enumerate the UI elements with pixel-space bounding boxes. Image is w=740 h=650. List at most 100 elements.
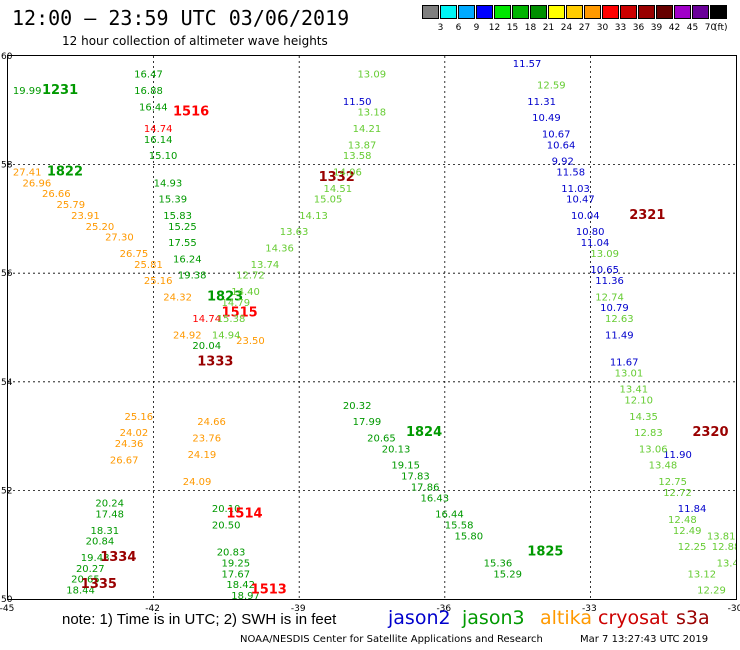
wave-height-point: 11.83 <box>508 56 537 59</box>
wave-height-point: 20.04 <box>192 341 221 352</box>
wave-height-point: 13.74 <box>251 260 280 271</box>
wave-height-point: 15.38 <box>217 314 246 325</box>
pass-id-label: 1515 <box>222 306 258 321</box>
legend-label: 33 <box>614 23 627 33</box>
chart-subtitle: 12 hour collection of altimeter wave hei… <box>62 34 328 48</box>
wave-height-point: 25.16 <box>144 276 173 287</box>
wave-height-point: 24.36 <box>115 439 144 450</box>
legend-label: 3 <box>437 23 444 33</box>
wave-height-point: 27.30 <box>105 233 134 244</box>
wave-height-point: 14.94 <box>212 330 241 341</box>
legend-swatch <box>638 5 655 19</box>
pass-id-label: 1334 <box>100 550 136 565</box>
wave-height-point: 13.87 <box>348 140 377 151</box>
wave-height-point: 17.83 <box>401 472 430 483</box>
wave-height-point: 13.09 <box>590 249 619 260</box>
wave-height-point: 25.16 <box>124 412 153 423</box>
wave-height-point: 12.88 <box>712 542 736 553</box>
wave-height-point: 13.48 <box>649 461 678 472</box>
wave-height-point: 19.15 <box>391 461 420 472</box>
wave-height-point: 15.25 <box>168 222 197 233</box>
legend-label: 9 <box>473 23 480 33</box>
legend-swatch <box>584 5 601 19</box>
wave-height-point: 15.05 <box>314 195 343 206</box>
legend-swatch <box>476 5 493 19</box>
wave-height-point: 11.58 <box>556 167 585 178</box>
wave-height-point: 10.64 <box>547 140 576 151</box>
legend-label: 24 <box>560 23 573 33</box>
wave-height-point: 20.13 <box>382 444 411 455</box>
wave-height-point: 20.32 <box>343 401 372 412</box>
pass-id-label: 1231 <box>42 83 78 98</box>
wave-height-point: 17.86 <box>411 482 440 493</box>
wave-height-point: 14.74 <box>192 314 221 325</box>
wave-height-point: 10.79 <box>600 303 629 314</box>
wave-height-point: 14.51 <box>323 184 352 195</box>
wave-height-point: 15.58 <box>445 520 474 531</box>
wave-height-point: 16.47 <box>134 70 163 81</box>
wave-height-point: 11.49 <box>605 330 634 341</box>
wave-height-point: 10.04 <box>571 211 600 222</box>
wave-height-point: 12.49 <box>673 526 702 537</box>
wave-height-point: 23.91 <box>71 211 100 222</box>
satellite-cryosat: cryosat <box>598 607 669 629</box>
wave-height-point: 9.92 <box>552 157 574 168</box>
wave-height-point: 15.10 <box>149 151 178 162</box>
wave-height-point: 14.40 <box>231 287 260 298</box>
satellite-jason3: jason3 <box>462 607 525 629</box>
legend-swatch <box>440 5 457 19</box>
wave-height-point: 11.67 <box>610 358 639 369</box>
legend-swatch <box>602 5 619 19</box>
wave-height-point: 27.41 <box>13 167 42 178</box>
wave-height-point: 17.67 <box>222 569 251 580</box>
pass-id-label: 1333 <box>197 355 233 370</box>
legend-label: 27 <box>578 23 591 33</box>
satellite-jason2: jason2 <box>388 607 451 629</box>
wave-height-point: 25.79 <box>57 200 86 211</box>
legend-label: 45 <box>686 23 699 33</box>
wave-height-point: 14.74 <box>144 124 173 135</box>
wave-height-point: 11.50 <box>343 97 372 108</box>
pass-id-label: 1332 <box>319 170 355 185</box>
legend-swatch <box>512 5 529 19</box>
chart-svg: 10.75 11.50 11.8311.57 11.31 10.49 10.6710.64… <box>8 56 736 599</box>
legend-unit: (ft) <box>714 23 728 33</box>
wave-height-point: 10.75 <box>338 56 367 59</box>
legend-label: 39 <box>650 23 663 33</box>
wave-height-point: 16.88 <box>134 86 163 97</box>
legend-label: 36 <box>632 23 645 33</box>
wave-height-point: 13.41 <box>620 385 649 396</box>
wave-height-point: 15.83 <box>163 211 192 222</box>
wave-height-point: 15.29 <box>493 569 522 580</box>
wave-height-point: 19.25 <box>222 558 251 569</box>
x-tick-label: -45 <box>0 604 14 614</box>
wave-height-point: 15.80 <box>455 531 484 542</box>
satellite-s3a: s3a <box>676 607 710 629</box>
wave-height-point: 20.24 <box>95 499 124 510</box>
legend-label: 30 <box>596 23 609 33</box>
wave-height-point: 12.25 <box>678 542 707 553</box>
wave-height-point: 16.14 <box>144 135 173 146</box>
pass-id-label: 1514 <box>226 507 262 522</box>
wave-height-point: 13.12 <box>687 569 716 580</box>
wave-height-point: 12.10 <box>624 396 653 407</box>
wave-height-point: 13.47 <box>717 558 736 569</box>
wave-height-point: 10.65 <box>590 265 619 276</box>
satellite-altika: altika <box>540 607 592 629</box>
wave-height-point: 26.66 <box>42 189 71 200</box>
wave-height-point: 24.19 <box>188 450 217 461</box>
wave-height-point: 14.93 <box>154 178 183 189</box>
wave-height-point: 24.02 <box>120 428 149 439</box>
wave-height-point: 11.84 <box>678 504 707 515</box>
legend-label: 6 <box>455 23 462 33</box>
wave-height-point: 13.81 <box>707 531 736 542</box>
wave-height-point: 24.92 <box>173 330 202 341</box>
wave-height-point: 12.75 <box>658 477 687 488</box>
wave-height-point: 14.36 <box>265 243 294 254</box>
wave-height-point: 12.74 <box>595 292 624 303</box>
timestamp: Mar 7 13:27:43 UTC 2019 <box>580 634 709 645</box>
pass-id-label: 1823 <box>207 289 243 304</box>
legend-swatch <box>692 5 709 19</box>
credit-line: NOAA/NESDIS Center for Satellite Applica… <box>240 634 543 645</box>
legend-swatch <box>494 5 511 19</box>
